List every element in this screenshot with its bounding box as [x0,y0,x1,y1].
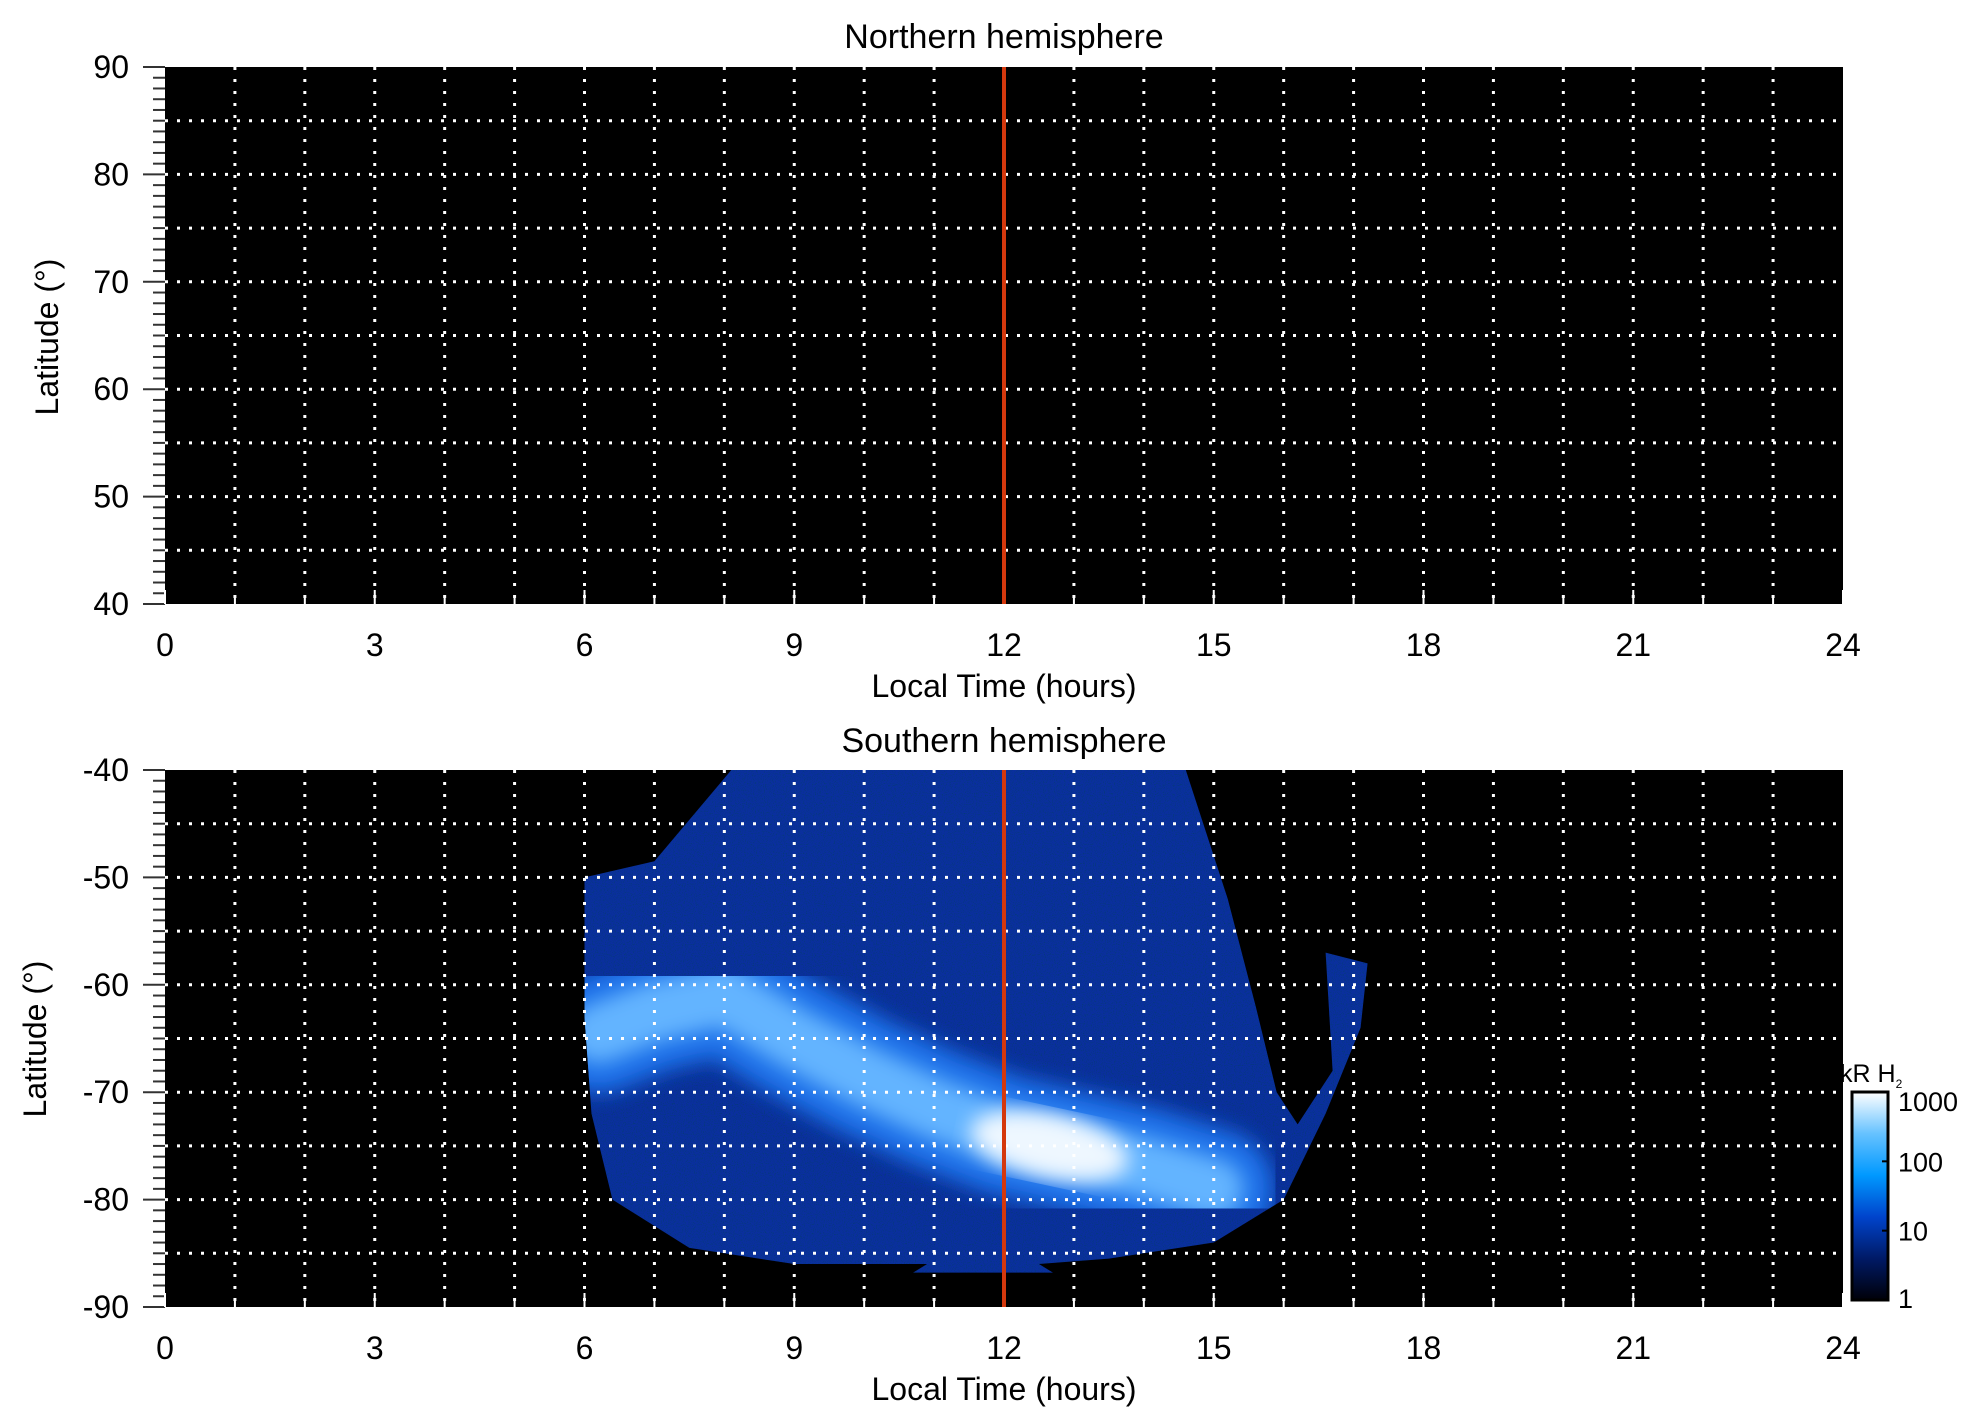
x-axis: 0 3 6 9 12 15 18 21 24 [156,1293,1861,1366]
y-tick-label: 70 [93,264,129,300]
x-tick-label: 0 [156,627,174,663]
x-tick-label: 15 [1196,627,1232,663]
auroral-peak [970,1110,1129,1182]
x-tick-label: 24 [1825,1330,1861,1366]
x-tick-label: 21 [1615,627,1651,663]
x-tick-label: 3 [366,627,384,663]
x-tick-label: 24 [1825,627,1861,663]
x-tick-label: 12 [986,1330,1022,1366]
y-tick-label: 60 [93,371,129,407]
y-tick-label: 50 [93,479,129,515]
x-tick-label: 3 [366,1330,384,1366]
x-tick-label: 9 [785,627,803,663]
y-tick-label: -50 [83,859,129,895]
y-axis-label: Latitude (°) [17,961,53,1118]
y-tick-label: -60 [83,967,129,1003]
panel-northern: Northern hemisphere 90 80 70 60 50 40 0 3 6 9 12 1… [29,18,1861,704]
panel-title: Northern hemisphere [844,18,1163,56]
x-tick-label: 9 [785,1330,803,1366]
x-tick-label: 18 [1406,1330,1442,1366]
y-tick-label: -40 [83,752,129,788]
y-tick-label: -80 [83,1182,129,1218]
colorbar-label: kR H2 [1840,1060,1903,1091]
panel-southern: Southern hemisphere -40 -50 -60 -70 -80 -90 0… [17,722,1861,1407]
y-axis: 90 80 70 60 50 40 [93,49,165,622]
x-tick-label: 0 [156,1330,174,1366]
y-tick-label: -70 [83,1074,129,1110]
y-tick-label: 40 [93,586,129,622]
colorbar-tick-label: 10 [1898,1217,1928,1247]
x-tick-label: 12 [986,627,1022,663]
x-tick-label: 21 [1615,1330,1651,1366]
x-axis: 0 3 6 9 12 15 18 21 24 [156,590,1861,663]
x-tick-label: 15 [1196,1330,1232,1366]
x-tick-label: 18 [1406,627,1442,663]
colorbar-tick-label: 1000 [1898,1087,1958,1117]
y-tick-label: 80 [93,156,129,192]
colorbar: kR H2 1000 100 10 1 [1840,1060,1958,1314]
colorbar-bar [1850,1090,1890,1302]
y-axis-label: Latitude (°) [29,259,65,416]
colorbar-tick-label: 1 [1898,1284,1913,1314]
colorbar-tick-label: 100 [1898,1147,1943,1177]
x-tick-label: 6 [576,627,594,663]
y-tick-label: -90 [83,1289,129,1325]
x-axis-label: Local Time (hours) [872,1371,1137,1407]
panel-title: Southern hemisphere [841,722,1166,760]
x-tick-label: 6 [576,1330,594,1366]
y-axis: -40 -50 -60 -70 -80 -90 [83,752,165,1325]
colorbar-ticks: 1000 100 10 1 [1882,1087,1958,1314]
y-tick-label: 90 [93,49,129,85]
x-axis-label: Local Time (hours) [872,668,1137,704]
